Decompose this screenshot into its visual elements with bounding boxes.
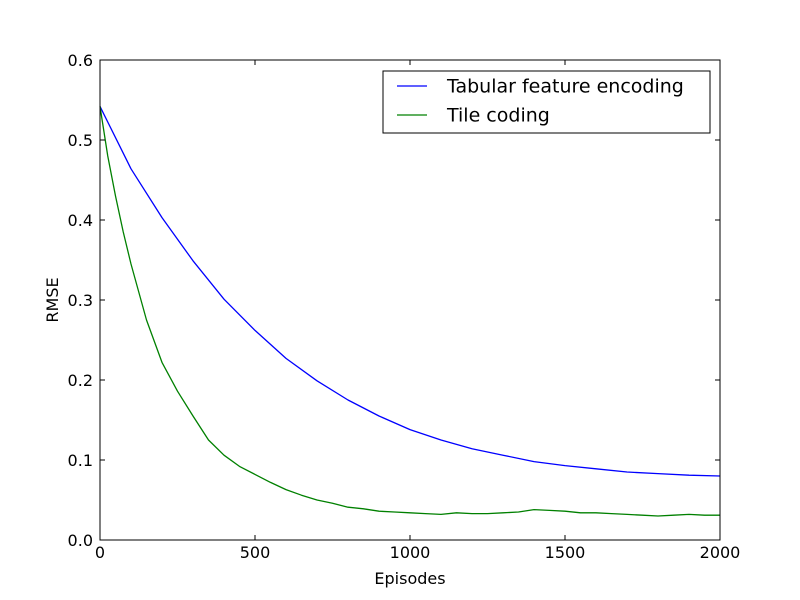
x-tick-label: 2000 bbox=[700, 543, 741, 562]
plot-background bbox=[100, 60, 720, 540]
y-tick-label: 0.6 bbox=[68, 51, 93, 70]
series-layer bbox=[99, 106, 721, 517]
y-tick-label: 0.4 bbox=[68, 211, 93, 230]
tick-layer: 0 500 1000 1500 2000 0.0 0.1 0.2 0.3 0.4 0.5 0.6 bbox=[68, 51, 741, 562]
y-tick-label: 0.0 bbox=[68, 531, 93, 550]
legend-label-tile-coding: Tile coding bbox=[446, 105, 550, 127]
y-tick-label: 0.3 bbox=[68, 291, 93, 310]
y-axis-label: RMSE bbox=[43, 277, 62, 322]
x-tick-label: 500 bbox=[240, 543, 271, 562]
y-tick-label: 0.2 bbox=[68, 371, 93, 390]
y-tick-label: 0.1 bbox=[68, 451, 93, 470]
x-axis-label: Episodes bbox=[374, 569, 445, 588]
y-tick-label: 0.5 bbox=[68, 131, 93, 150]
series-line-0 bbox=[99, 106, 721, 477]
x-tick-label: 1500 bbox=[545, 543, 586, 562]
x-tick-label: 1000 bbox=[390, 543, 431, 562]
legend: Tabular feature encoding Tile coding bbox=[382, 70, 711, 134]
legend-box bbox=[382, 70, 711, 134]
x-tick-label: 0 bbox=[95, 543, 105, 562]
series-line-1 bbox=[99, 106, 720, 517]
legend-label-tabular: Tabular feature encoding bbox=[446, 76, 684, 98]
